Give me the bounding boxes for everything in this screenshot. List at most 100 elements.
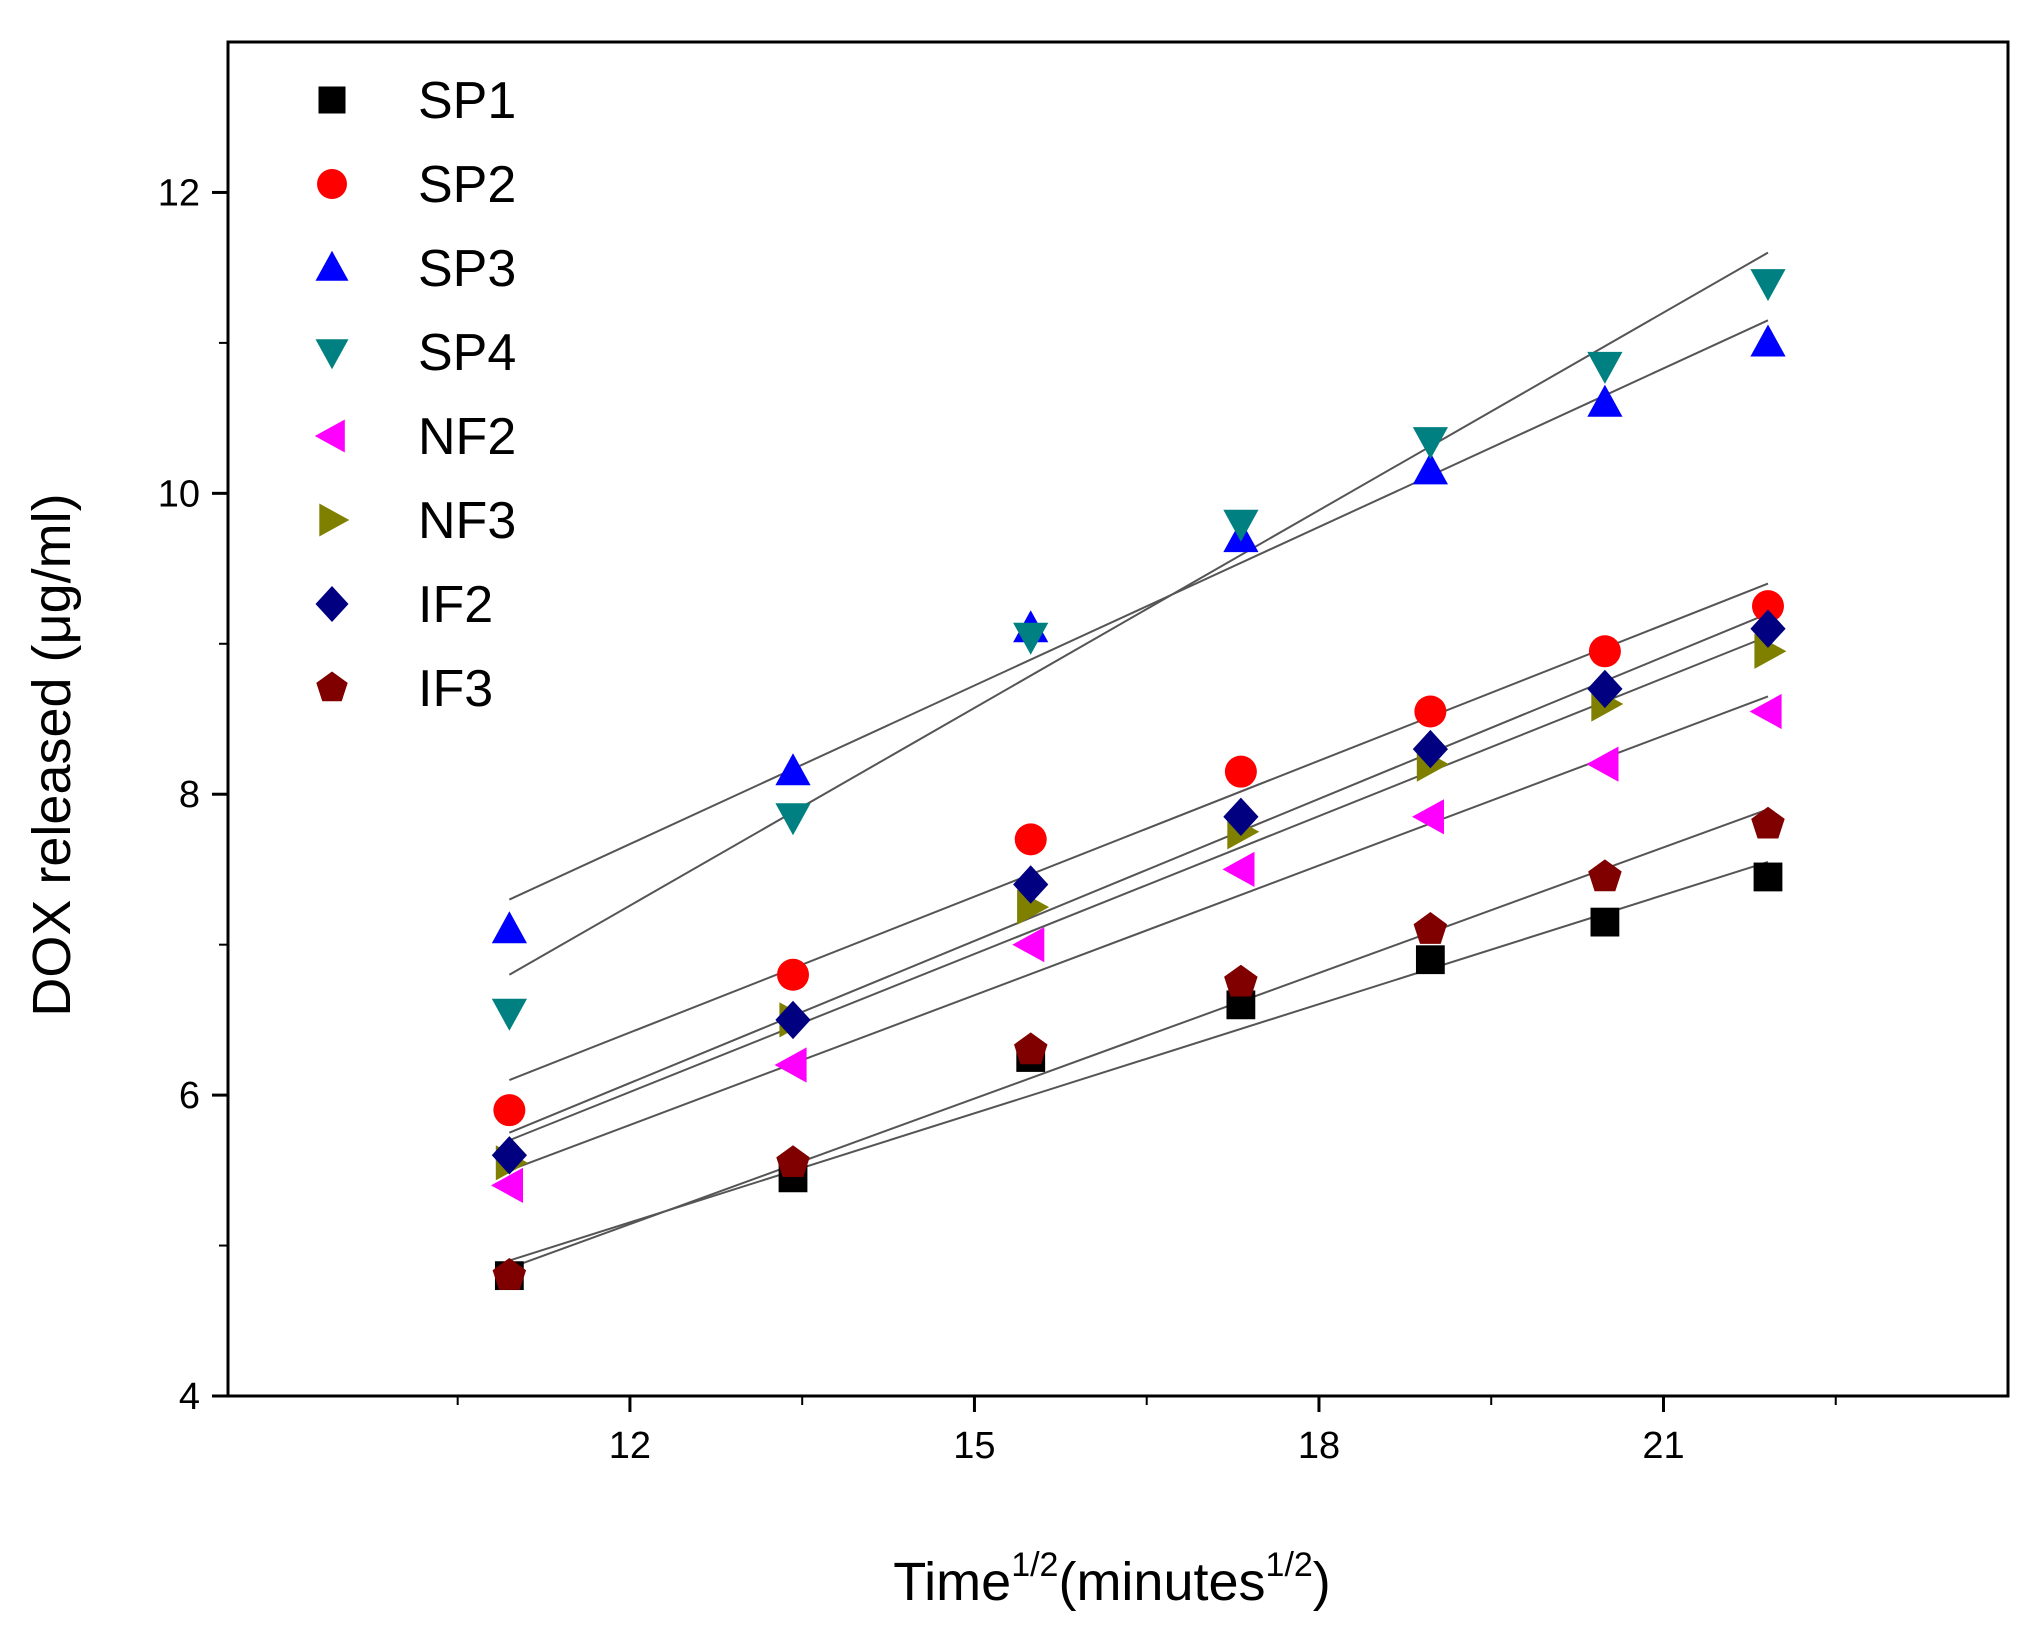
data-point-if2	[1223, 797, 1259, 836]
legend-marker-if2	[315, 586, 349, 622]
data-point-if3	[492, 1258, 527, 1290]
data-point-sp3	[1412, 452, 1448, 485]
y-tick-label: 4	[179, 1376, 200, 1418]
data-point-if2	[775, 1000, 811, 1040]
plot-frame	[226, 40, 2010, 1398]
data-point-sp2	[1224, 755, 1257, 788]
legend-marker-nf3	[319, 503, 350, 537]
fit-line-if3	[509, 808, 1769, 1270]
data-point-if3	[1224, 964, 1258, 997]
legend-item-sp4: SP4	[315, 324, 516, 382]
legend-item-sp3: SP3	[315, 240, 516, 298]
data-point-if3	[1014, 1032, 1048, 1065]
series-if2	[491, 609, 1786, 1175]
data-point-if3	[776, 1145, 810, 1177]
data-point-sp4	[491, 998, 527, 1031]
legend-item-nf2: NF2	[314, 408, 516, 466]
series-if3	[492, 806, 1785, 1290]
data-point-nf2	[774, 1047, 807, 1083]
fit-line-sp2	[508, 582, 1769, 1081]
fit-line-sp1	[509, 860, 1769, 1262]
data-point-if2	[1587, 669, 1623, 709]
data-point-if2	[1750, 609, 1786, 648]
y-tick-label: 12	[158, 172, 200, 214]
data-point-if3	[1413, 912, 1448, 944]
data-point-nf2	[1749, 693, 1782, 730]
y-axis-ticks: 4 6 8 10 12	[158, 172, 228, 1418]
series-sp2	[493, 590, 1784, 1127]
legend-marker-sp4	[315, 339, 349, 370]
legend-marker-sp2	[317, 169, 347, 199]
data-point-nf2	[1222, 851, 1255, 887]
legend-label-nf3: NF3	[418, 492, 516, 550]
data-point-nf2	[491, 1167, 523, 1203]
legend-label-sp4: SP4	[418, 324, 516, 382]
data-point-sp3	[775, 753, 811, 786]
legend-marker-sp1	[318, 86, 346, 114]
fit-line-sp3	[508, 319, 1769, 901]
data-point-nf3	[1754, 633, 1787, 669]
data-point-if2	[1412, 729, 1448, 769]
fit-line-sp4	[508, 251, 1769, 976]
data-point-sp2	[1751, 590, 1784, 623]
data-point-sp2	[493, 1094, 526, 1127]
data-point-sp1	[1415, 945, 1445, 975]
data-point-if3	[1588, 859, 1622, 892]
legend-label-sp3: SP3	[418, 240, 516, 298]
data-point-sp1	[1753, 862, 1783, 892]
legend-label-sp2: SP2	[418, 156, 516, 214]
legend-marker-sp3	[315, 250, 349, 281]
x-tick-label: 15	[953, 1425, 995, 1467]
data-point-sp4	[1750, 269, 1786, 302]
y-axis-title: DOX released (μg/ml)	[22, 493, 82, 1016]
legend-label-nf2: NF2	[418, 408, 516, 466]
legend-item-if2: IF2	[315, 576, 493, 634]
x-axis-title: Time1/2(minutes1/2)	[893, 1546, 1331, 1612]
legend-label-if3: IF3	[418, 660, 493, 718]
data-point-sp2	[1014, 823, 1047, 856]
legend-item-nf3: NF3	[319, 492, 516, 550]
x-axis-title-base: Time	[893, 1552, 1011, 1612]
data-point-sp2	[1588, 635, 1621, 668]
data-point-if2	[491, 1136, 527, 1175]
x-axis-title-mid: (minutes	[1058, 1552, 1265, 1612]
legend-item-sp2: SP2	[317, 156, 516, 214]
legend: SP1 SP2 SP3 SP4 NF2 NF3 IF2 IF3	[314, 72, 516, 718]
legend-marker-if3	[316, 671, 348, 702]
x-tick-label: 21	[1642, 1425, 1684, 1467]
data-markers	[491, 269, 1787, 1291]
y-tick-label: 6	[179, 1075, 200, 1117]
legend-label-sp1: SP1	[418, 72, 516, 130]
data-point-sp4	[1412, 427, 1448, 460]
data-point-nf2	[1012, 927, 1045, 963]
data-point-nf3	[1017, 889, 1050, 925]
legend-label-if2: IF2	[418, 576, 493, 634]
fit-line-nf3	[508, 635, 1769, 1142]
legend-marker-nf2	[314, 419, 345, 453]
data-point-sp3	[491, 911, 527, 944]
y-tick-label: 8	[179, 774, 200, 816]
x-axis-ticks: 12 15 18 21	[456, 1396, 1837, 1467]
data-point-sp4	[1587, 351, 1623, 384]
data-point-nf2	[1586, 746, 1619, 782]
data-point-nf2	[1412, 799, 1444, 835]
data-point-sp4	[1013, 622, 1049, 655]
series-nf2	[491, 693, 1782, 1203]
x-axis-title-sup2: 1/2	[1266, 1546, 1313, 1584]
data-point-sp4	[775, 803, 811, 836]
x-tick-label: 18	[1298, 1425, 1340, 1467]
data-point-sp1	[1590, 907, 1620, 937]
series-sp3	[491, 324, 1786, 944]
fit-lines	[508, 251, 1769, 1270]
series-sp4	[491, 269, 1786, 1031]
x-tick-label: 12	[609, 1425, 651, 1467]
fit-line-nf2	[509, 695, 1769, 1172]
fit-line-if2	[508, 612, 1769, 1134]
legend-item-sp1: SP1	[318, 72, 516, 130]
data-point-sp4	[1223, 509, 1259, 542]
x-axis-title-sup1: 1/2	[1011, 1546, 1058, 1584]
legend-item-if3: IF3	[316, 660, 493, 718]
data-point-if3	[1751, 806, 1785, 839]
